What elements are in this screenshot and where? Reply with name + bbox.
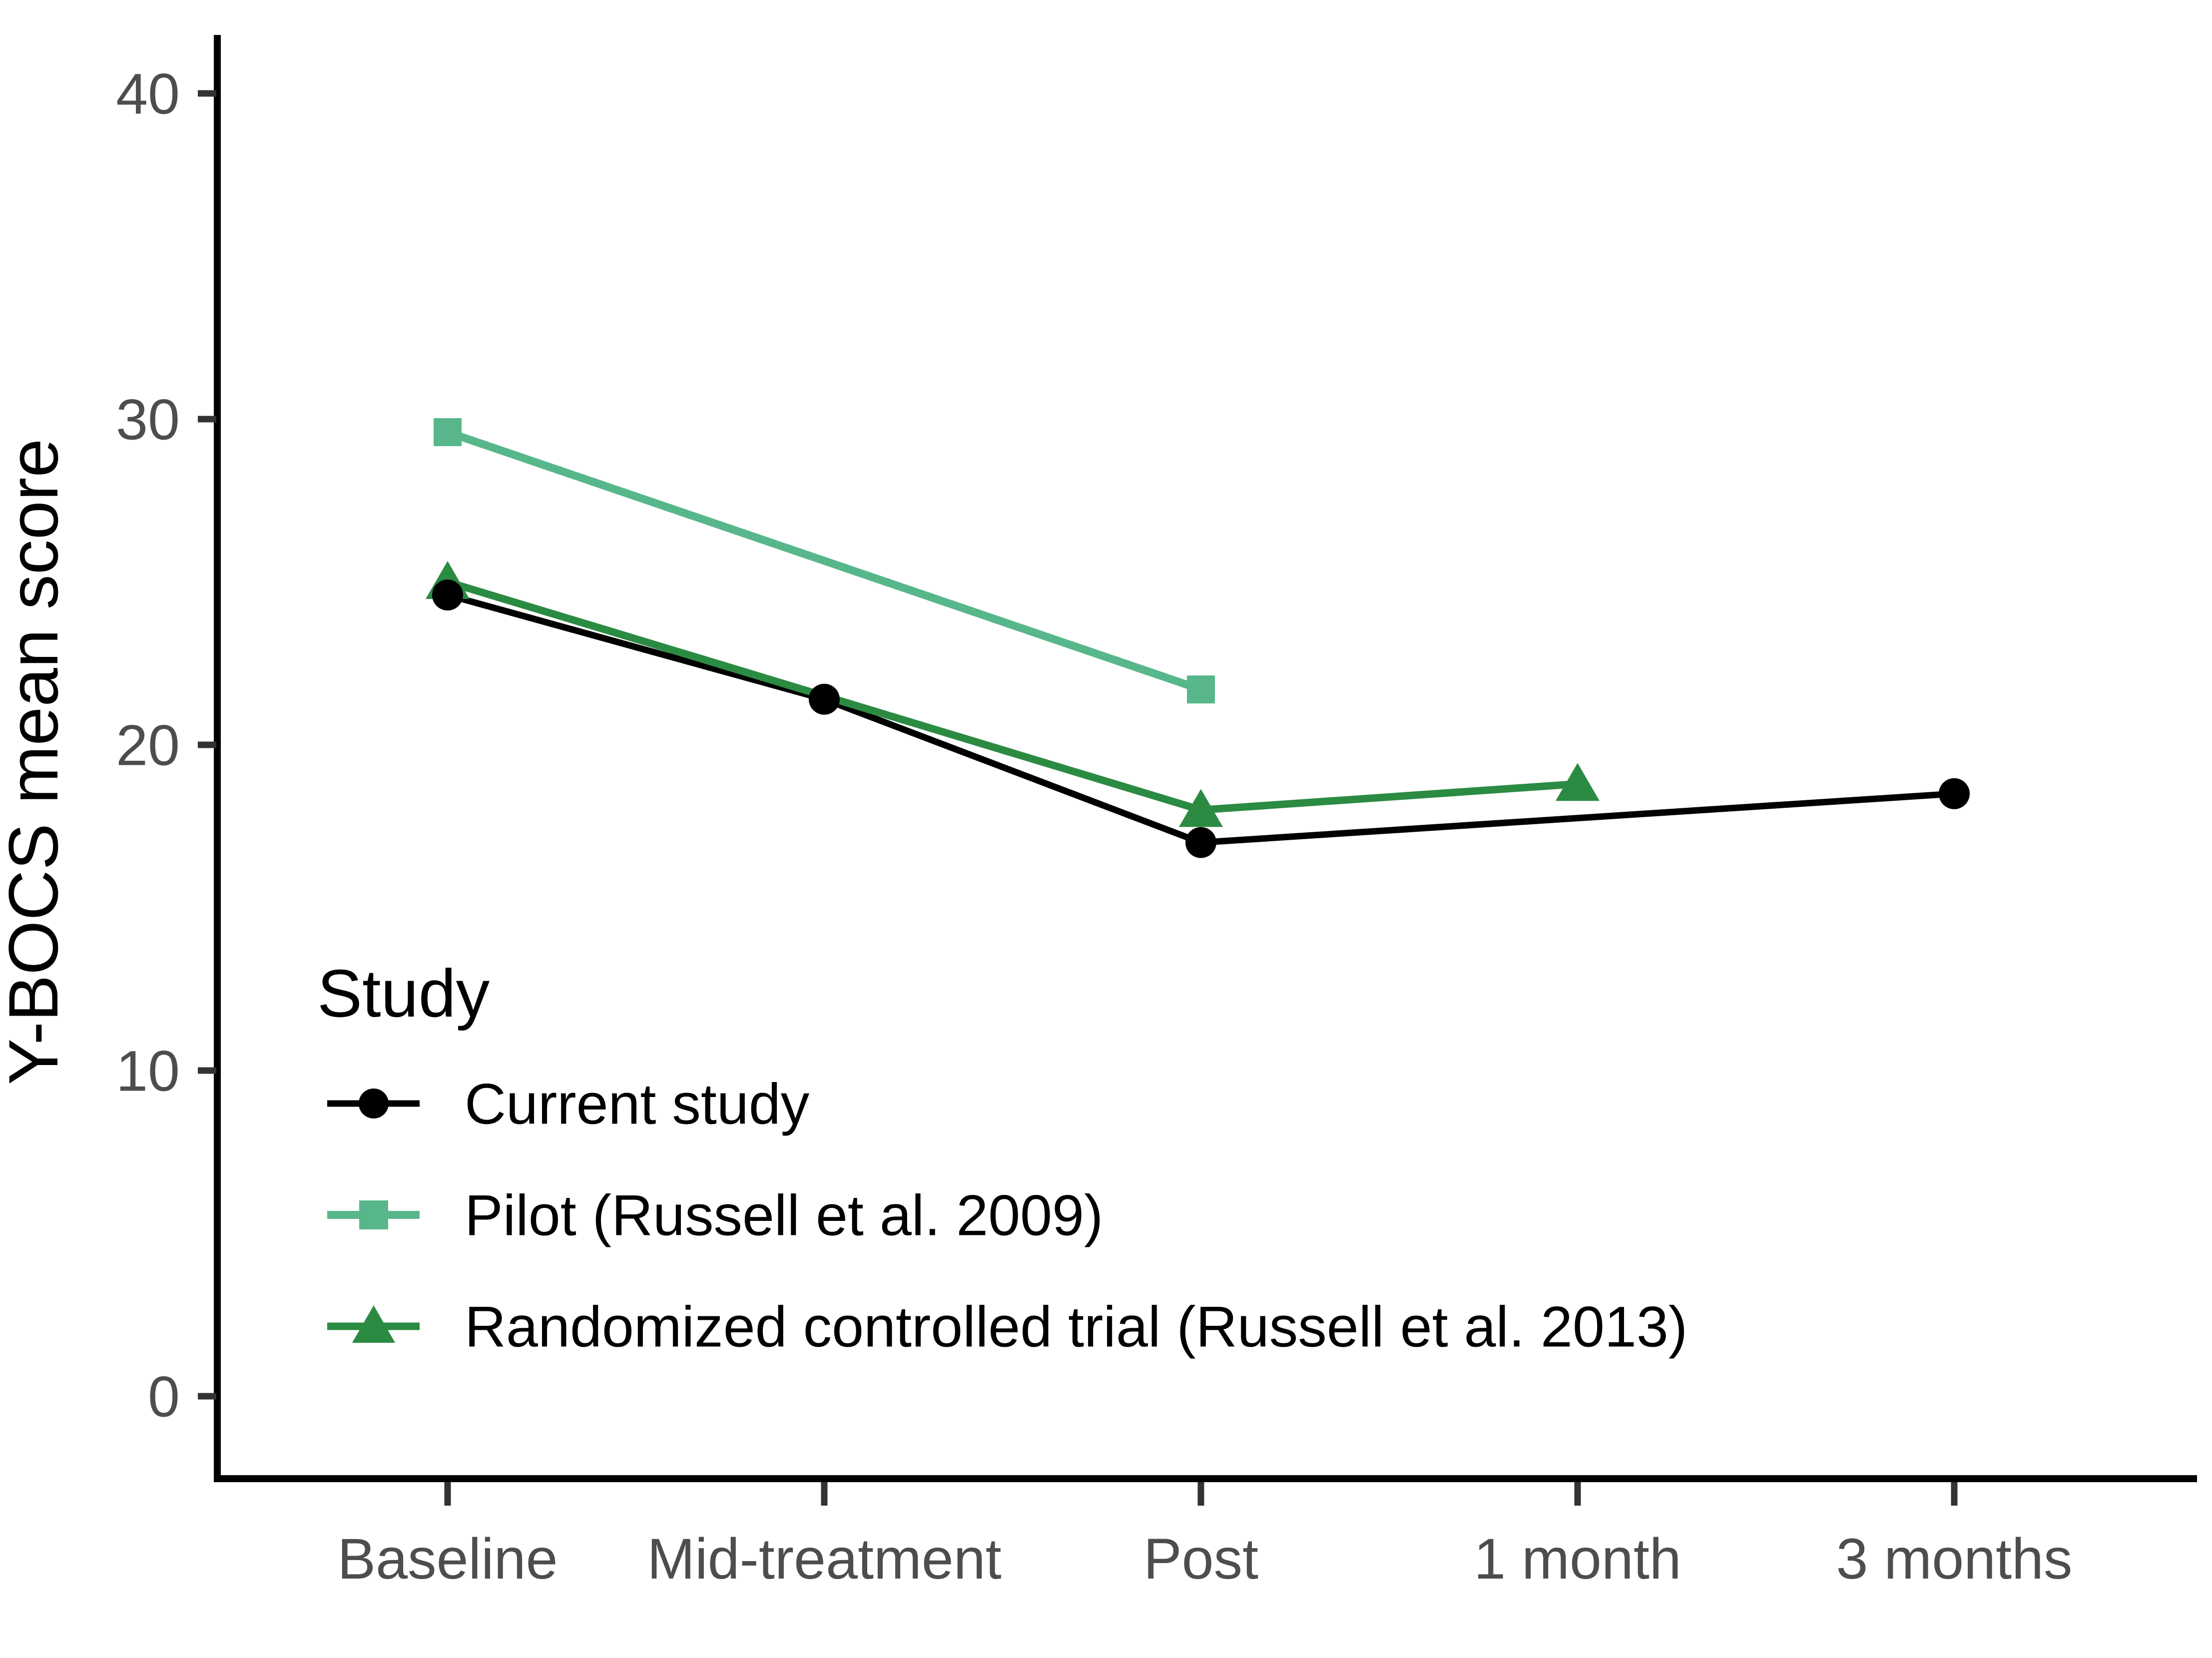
y-axis-title: Y-BOCS mean score [0, 439, 72, 1085]
y-tick-label-30: 30 [116, 388, 180, 452]
point-current-study-post [1185, 827, 1216, 858]
legend-entry-pilot: Pilot (Russell et al. 2009) [327, 1183, 1103, 1247]
legend-label-rct: Randomized controlled trial (Russell et … [465, 1295, 1687, 1359]
y-tick-label-10: 10 [116, 1039, 180, 1103]
point-randomized-controlled-trial-russell-et-al-2013-1-month [1556, 763, 1600, 801]
legend-key-triangle-icon [352, 1305, 395, 1343]
legend-key-square-icon [359, 1200, 388, 1229]
point-pilot-russell-et-al-2009-baseline [434, 418, 462, 447]
x-axis: Baseline Mid-treatment Post 1 month 3 mo… [214, 1475, 2197, 1591]
y-tick-label-20: 20 [116, 713, 180, 777]
legend-label-pilot: Pilot (Russell et al. 2009) [465, 1183, 1103, 1247]
x-label-3-months: 3 months [1836, 1527, 2072, 1591]
x-label-baseline: Baseline [337, 1527, 557, 1591]
point-current-study-baseline [432, 579, 463, 611]
series-line-pilot-russell-et-al-2009 [446, 428, 1202, 693]
point-randomized-controlled-trial-russell-et-al-2013-post [1179, 789, 1223, 827]
x-label-post: Post [1143, 1527, 1258, 1591]
legend-key-circle-icon [359, 1089, 389, 1118]
series-line-randomized-controlled-trial-russell-et-al-2013 [446, 578, 1578, 814]
legend-title: Study [317, 956, 490, 1031]
legend-entry-rct: Randomized controlled trial (Russell et … [327, 1295, 1687, 1359]
point-current-study-mid-treatment [809, 683, 840, 715]
legend: Study Current study Pilot (Russell et al… [317, 956, 1687, 1359]
series-layer [426, 418, 1970, 858]
point-pilot-russell-et-al-2009-post [1187, 675, 1215, 704]
x-label-mid-treatment: Mid-treatment [647, 1527, 1001, 1591]
series-line-current-study [447, 591, 1955, 846]
y-axis: 40 30 20 10 0 Y-BOCS mean score [0, 35, 221, 1482]
y-tick-label-0: 0 [148, 1365, 180, 1429]
y-tick-label-40: 40 [116, 62, 180, 126]
legend-label-current-study: Current study [465, 1072, 810, 1136]
point-current-study-3-months [1939, 778, 1970, 809]
legend-entry-current-study: Current study [327, 1072, 810, 1136]
x-label-1-month: 1 month [1474, 1527, 1681, 1591]
